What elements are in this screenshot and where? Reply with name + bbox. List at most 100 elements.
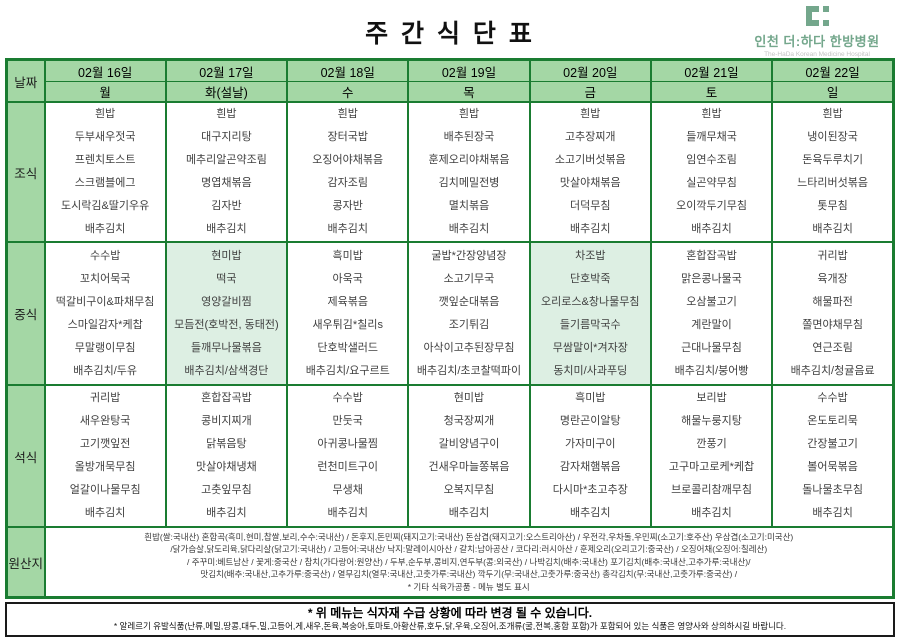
menu-item: 고춧잎무침 bbox=[201, 484, 252, 496]
menu-item: 갈비양념구이 bbox=[438, 438, 500, 450]
menu-item: 돈육두루치기 bbox=[802, 154, 863, 166]
menu-cell-0-0: 흰밥 두부새우젓국 프렌치토스트 스크램블에그 도시락김&딸기우유 배추김치 bbox=[43, 101, 167, 243]
date-row: 날짜 02월 16일 02월 17일 02월 18일 02월 19일 02월 20일 02월… bbox=[5, 58, 895, 103]
date-cell-2: 02월 18일 bbox=[286, 58, 410, 82]
menu-item: 건새우마늘쫑볶음 bbox=[428, 461, 510, 473]
menu-cell-2-4: 흑미밥 명란곤이알탕 가자미구이 감자채햄볶음 다시마*초고추장 배추김치 bbox=[528, 384, 652, 528]
menu-item: 김자반 bbox=[211, 200, 242, 212]
date-cell-0: 02월 16일 bbox=[43, 58, 167, 82]
meal-label: 조식 bbox=[5, 101, 46, 243]
menu-item: 소고기무국 bbox=[443, 272, 495, 285]
menu-item: 배추김치 bbox=[570, 507, 611, 519]
menu-item: 흰밥 bbox=[822, 108, 843, 120]
menu-item: 배추김치 bbox=[448, 507, 490, 519]
meal-row-조식: 조식 흰밥 두부새우젓국 프렌치토스트 스크램블에그 도시락김&딸기우유 배추김치 흰밥 대구지… bbox=[5, 101, 895, 243]
table-body: 조식 흰밥 두부새우젓국 프렌치토스트 스크램블에그 도시락김&딸기우유 배추김치 흰밥 대구지… bbox=[5, 101, 895, 599]
origin-line: 흰밥(쌀:국내산) 혼합곡(흑미,현미,찹쌀,보리,수수:국내산) / 돈후지,… bbox=[144, 531, 794, 542]
menu-cell-2-3: 현미밥 청국장찌개 갈비양념구이 건새우마늘쫑볶음 오복지무침 배추김치 bbox=[407, 384, 531, 528]
menu-cell-0-6: 흰밥 냉이된장국 돈육두루치기 느타리버섯볶음 톳무침 배추김치 bbox=[771, 101, 895, 243]
menu-item: 배추김치 bbox=[570, 223, 611, 235]
menu-item: 새우튀김*칠리s bbox=[312, 318, 383, 331]
menu-cell-0-1: 흰밥 대구지리탕 메추리알곤약조림 명엽채볶음 김자반 배추김치 bbox=[164, 101, 289, 243]
menu-item: 귀리밥 bbox=[817, 249, 848, 262]
date-cell-3: 02월 19일 bbox=[407, 58, 531, 82]
hospital-name-kr: 인천 더:하다 한방병원 bbox=[754, 34, 880, 49]
menu-item: 육개장 bbox=[817, 272, 848, 285]
meal-label: 중식 bbox=[5, 241, 46, 386]
menu-item: 오징어야채볶음 bbox=[312, 154, 384, 166]
menu-item: 귀리밥 bbox=[89, 392, 121, 404]
menu-cell-0-5: 흰밥 들깨무채국 임연수조림 실곤약무침 오이깍두기무침 배추김치 bbox=[649, 101, 774, 243]
date-cell-1: 02월 17일 bbox=[164, 58, 289, 82]
menu-item: 소고기버섯볶음 bbox=[554, 154, 626, 166]
menu-item: 배추김치/붕어빵 bbox=[674, 364, 749, 377]
day-cell-5: 토 bbox=[649, 81, 774, 103]
menu-item: 해물파전 bbox=[812, 295, 853, 308]
menu-item: 흰밥 bbox=[95, 108, 116, 120]
menu-item: 다시마*초고추장 bbox=[552, 484, 628, 496]
menu-item: 임연수조림 bbox=[686, 154, 737, 166]
menu-item: 맛살야채냉채 bbox=[196, 461, 257, 473]
menu-item: 콩비지찌개 bbox=[201, 415, 252, 427]
menu-item: 영양갈비찜 bbox=[201, 295, 252, 308]
date-cell-4: 02월 20일 bbox=[528, 58, 652, 82]
menu-item: 만둣국 bbox=[332, 415, 363, 427]
menu-item: 수수밥 bbox=[332, 392, 363, 404]
menu-item: 배추김치 bbox=[448, 223, 490, 235]
date-cell-6: 02월 22일 bbox=[771, 58, 895, 82]
menu-item: 감자채햄볶음 bbox=[559, 461, 621, 473]
table-header: 날짜 02월 16일 02월 17일 02월 18일 02월 19일 02월 20일 02월… bbox=[5, 58, 895, 103]
menu-item: 런천미트구이 bbox=[317, 461, 379, 473]
menu-item: 혼합잡곡밥 bbox=[201, 392, 252, 404]
page-header: 주 간 식 단 표 인천 더:하다 한방병원 The-HaDa Korean M… bbox=[0, 0, 900, 58]
menu-item: 실곤약무침 bbox=[686, 177, 737, 189]
menu-item: 배추김치 bbox=[691, 223, 732, 235]
menu-item: 돌나물초무침 bbox=[802, 484, 863, 496]
menu-item: 아귀콩나물찜 bbox=[317, 438, 379, 450]
menu-item: 더덕무침 bbox=[570, 200, 611, 212]
menu-item: 배추김치 bbox=[84, 507, 126, 519]
menu-item: 흑미밥 bbox=[575, 392, 606, 404]
menu-item: 혼합잡곡밥 bbox=[686, 249, 737, 262]
menu-item: 배추김치 bbox=[327, 223, 368, 235]
menu-item: 오이깍두기무침 bbox=[676, 200, 747, 212]
day-row: 월 화(설날) 수 목 금 토 일 bbox=[7, 81, 895, 103]
menu-item: 배추김치 bbox=[812, 507, 853, 519]
menu-item: 흰밥 bbox=[458, 108, 480, 120]
menu-item: 가자미구이 bbox=[564, 438, 616, 450]
menu-item: 배추김치 bbox=[327, 507, 368, 519]
menu-cell-2-2: 수수밥 만둣국 아귀콩나물찜 런천미트구이 무생채 배추김치 bbox=[286, 384, 410, 528]
menu-cell-2-6: 수수밥 온도토리묵 간장불고기 볼어묵볶음 돌나물초무침 배추김치 bbox=[771, 384, 895, 528]
menu-item: 멸치볶음 bbox=[448, 200, 490, 212]
menu-item: 메추리알곤약조림 bbox=[185, 154, 267, 166]
menu-item: 흰밥 bbox=[580, 108, 601, 120]
menu-item: 배추김치 bbox=[206, 507, 247, 519]
menu-item: 두부새우젓국 bbox=[74, 131, 136, 143]
menu-item: 고구마고로케*케찹 bbox=[668, 461, 755, 473]
menu-item: 오삼불고기 bbox=[686, 295, 737, 308]
menu-item: 깐풍기 bbox=[696, 438, 727, 450]
menu-item: 현미밥 bbox=[453, 392, 485, 404]
menu-cell-0-3: 흰밥 배추된장국 훈제오리야채볶음 김치메밀전병 멸치볶음 배추김치 bbox=[407, 101, 531, 243]
menu-item: 냉이된장국 bbox=[807, 131, 858, 143]
menu-item: 흰밥 bbox=[216, 108, 237, 120]
menu-item: 대구지리탕 bbox=[201, 131, 252, 143]
menu-item: 올방개묵무침 bbox=[74, 461, 136, 473]
menu-item: 오복지무침 bbox=[443, 484, 495, 496]
menu-item: 배추김치/삼색경단 bbox=[184, 364, 269, 377]
menu-item: 수수밥 bbox=[817, 392, 848, 404]
menu-item: 배추김치 bbox=[691, 507, 732, 519]
allergy-note: * 알레르기 유발식품(난류,메밀,땅콩,대두,밀,고등어,게,새우,돈육,복숭… bbox=[113, 621, 787, 631]
day-cell-1: 화(설날) bbox=[164, 81, 289, 103]
menu-cell-0-2: 흰밥 장터국밥 오징어야채볶음 감자조림 콩자반 배추김치 bbox=[286, 101, 410, 243]
menu-item: 스크램블에그 bbox=[74, 177, 136, 189]
menu-item: 느타리버섯볶음 bbox=[797, 177, 869, 189]
menu-item: 해물누룽지탕 bbox=[681, 415, 742, 427]
menu-cell-1-3: 굴밥*간장양념장 소고기무국 깻잎순대볶음 조기튀김 아삭이고추된장무침 배추김치/초코찰… bbox=[407, 241, 531, 386]
day-cell-0: 월 bbox=[43, 81, 167, 103]
page-title: 주 간 식 단 표 bbox=[365, 20, 535, 48]
menu-item: 닭볶음탕 bbox=[206, 438, 247, 450]
menu-item: 장터국밥 bbox=[327, 131, 368, 143]
menu-item: 프렌치토스트 bbox=[74, 154, 136, 166]
